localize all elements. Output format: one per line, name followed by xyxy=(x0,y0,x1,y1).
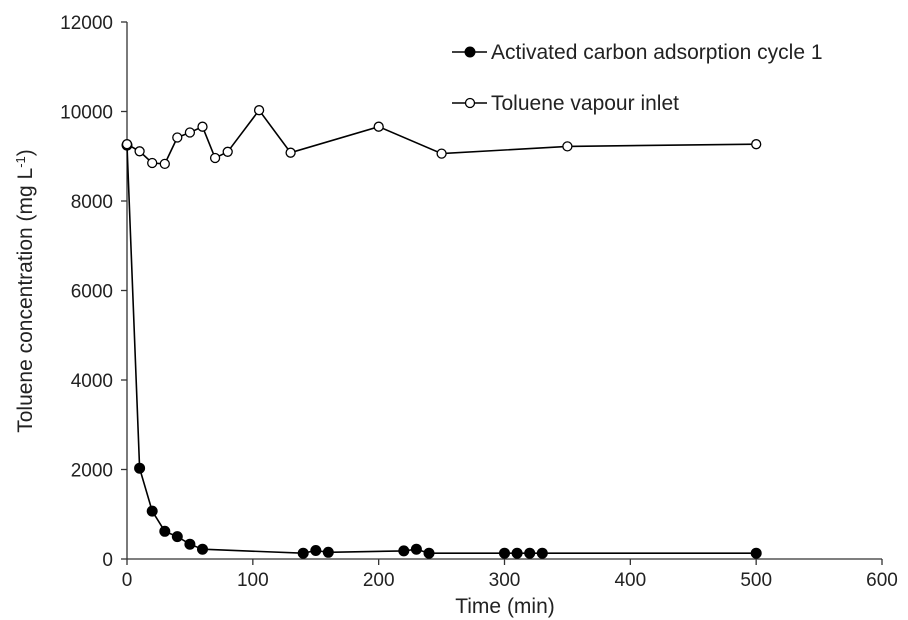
series-2-point xyxy=(436,148,447,159)
series-1-point xyxy=(146,505,158,517)
series-2-point xyxy=(562,141,573,152)
y-tick-label: 2000 xyxy=(71,461,113,482)
x-tick-label: 300 xyxy=(489,570,521,591)
legend-label: Activated carbon adsorption cycle 1 xyxy=(491,41,823,64)
series-1-point xyxy=(197,543,208,555)
series-2-point xyxy=(147,157,158,169)
y-axis-title-end: ) xyxy=(14,149,37,156)
series-2-point xyxy=(253,105,265,116)
series-1-line xyxy=(126,145,757,555)
series-1 xyxy=(121,139,762,559)
x-tick-label: 600 xyxy=(866,570,898,591)
legend: Activated carbon adsorption cycle 1 Tolue… xyxy=(452,41,823,115)
series-1-point xyxy=(398,545,410,557)
series-2-point xyxy=(197,121,208,132)
y-tick-label: 4000 xyxy=(71,371,113,392)
series-1-point xyxy=(297,547,309,559)
legend-swatch-marker xyxy=(464,46,476,58)
legend-item-2: Toluene vapour inlet xyxy=(452,92,679,115)
series-2 xyxy=(121,105,762,170)
y-axis-title-superscript: -1 xyxy=(13,156,28,168)
series-2-point xyxy=(121,139,133,150)
series-1-point xyxy=(423,547,435,559)
series-2-point xyxy=(222,146,233,157)
series-2-point xyxy=(134,146,145,157)
y-axis-title: Toluene concentration (mg L-1) xyxy=(13,149,37,433)
series-1-point xyxy=(310,545,322,556)
series-1-point xyxy=(750,547,762,559)
x-axis-title: Time (min) xyxy=(455,595,555,618)
y-tick-labels: 0 2000 4000 6000 8000 10000 12000 xyxy=(60,13,127,571)
legend-item-1: Activated carbon adsorption cycle 1 xyxy=(452,41,823,64)
x-tick-label: 500 xyxy=(740,570,772,591)
series-2-point xyxy=(159,158,170,170)
y-tick-label: 10000 xyxy=(60,103,113,124)
y-axis-title-main: Toluene concentration (mg L xyxy=(14,168,37,433)
series-1-point xyxy=(184,538,196,550)
y-tick-label: 8000 xyxy=(71,192,113,213)
y-tick-label: 6000 xyxy=(71,282,113,303)
legend-swatch-marker xyxy=(464,97,476,109)
series-1-point xyxy=(524,547,536,559)
series-1-point xyxy=(322,546,334,558)
series-1-point xyxy=(499,547,510,559)
legend-label: Toluene vapour inlet xyxy=(491,92,679,115)
y-tick-label: 0 xyxy=(102,550,113,571)
series-layer xyxy=(121,105,762,559)
series-2-point xyxy=(172,132,183,143)
series-2-point xyxy=(373,121,384,132)
series-2-point xyxy=(209,152,221,164)
series-2-point xyxy=(184,127,196,138)
series-1-point xyxy=(159,525,171,537)
x-tick-label: 200 xyxy=(363,570,395,591)
x-tick-labels: 0 100 200 300 400 500 600 xyxy=(122,559,898,591)
series-2-point xyxy=(285,147,296,158)
x-tick-label: 100 xyxy=(237,570,269,591)
x-tick-label: 400 xyxy=(614,570,646,591)
y-tick-label: 12000 xyxy=(60,13,113,34)
series-1-point xyxy=(171,531,183,543)
x-tick-label: 0 xyxy=(122,570,133,591)
series-1-point xyxy=(134,462,146,474)
series-1-point xyxy=(536,547,548,559)
series-2-point xyxy=(751,139,762,150)
series-1-point xyxy=(410,543,422,555)
series-1-point xyxy=(511,547,523,559)
